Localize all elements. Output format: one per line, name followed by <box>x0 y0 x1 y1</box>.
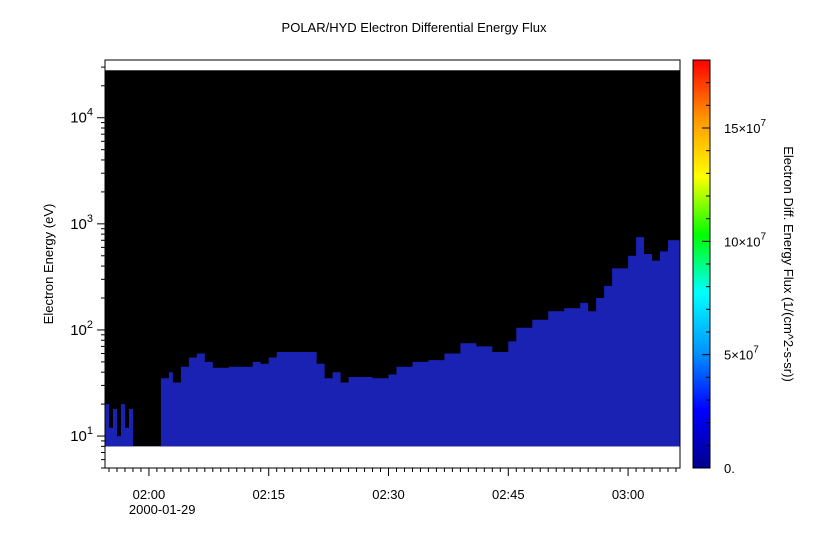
x-tick-label: 02:30 <box>372 487 405 502</box>
x-tick-label: 03:00 <box>612 487 645 502</box>
colorbar-tick-label: 15×107 <box>724 118 767 136</box>
colorbar-label: Electron Diff. Energy Flux (1/(cm^2-s-sr… <box>781 146 796 382</box>
y-tick-label: 103 <box>70 213 93 233</box>
x-date-label: 2000-01-29 <box>129 502 196 517</box>
y-axis-label: Electron Energy (eV) <box>41 204 56 325</box>
y-tick-label: 104 <box>70 107 93 127</box>
x-tick-label: 02:15 <box>252 487 285 502</box>
x-tick-label: 02:45 <box>492 487 525 502</box>
colorbar-tick-label: 0. <box>724 461 735 476</box>
y-tick-label: 102 <box>70 319 93 339</box>
y-tick-label: 101 <box>70 425 93 445</box>
plot-frame <box>104 59 681 469</box>
chart-title: POLAR/HYD Electron Differential Energy F… <box>281 20 547 35</box>
colorbar-tick-label: 10×107 <box>724 231 767 249</box>
colorbar-tick-label: 5×107 <box>724 345 759 363</box>
spectrogram-signal-region <box>105 237 680 447</box>
x-tick-label: 02:00 <box>133 487 166 502</box>
